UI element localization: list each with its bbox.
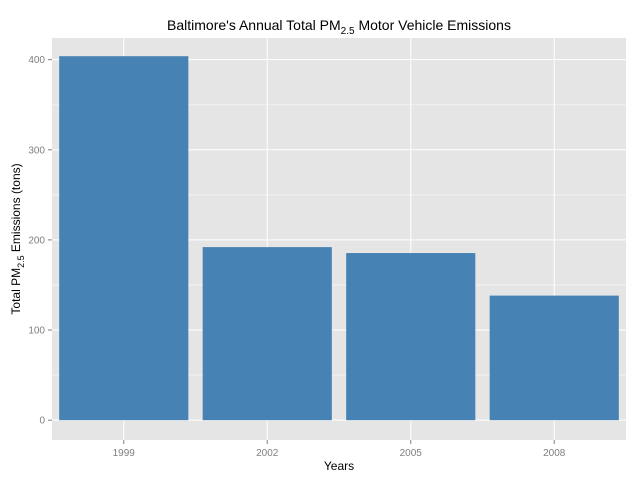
y-tick-label-4: 400 [28,55,45,66]
bar-2005 [346,253,476,421]
y-axis-title-sub: 2.5 [16,255,26,268]
x-tick-label-3: 2008 [543,448,566,459]
y-tick-label-3: 300 [28,145,45,156]
chart-title-pre: Baltimore's Annual Total PM [167,17,341,33]
chart-title-sub: 2.5 [341,26,355,37]
y-axis-ticks: 0 100 200 300 400 [28,55,52,427]
y-axis-title-post: Emissions (tons) [9,163,23,255]
y-axis-title: Total PM2.5 Emissions (tons) [9,163,26,314]
bars [59,56,619,421]
y-axis-title-pre: Total PM [9,268,23,315]
bar-1999 [59,56,189,421]
y-tick-label-0: 0 [39,416,45,427]
y-tick-label-2: 200 [28,235,45,246]
x-tick-label-1: 2002 [256,448,279,459]
x-tick-label-0: 1999 [113,448,136,459]
chart-title: Baltimore's Annual Total PM2.5 Motor Veh… [167,17,511,37]
x-axis-ticks: 1999 2002 2005 2008 [113,440,566,459]
y-tick-label-1: 100 [28,326,45,337]
x-tick-label-2: 2005 [400,448,423,459]
chart-title-post: Motor Vehicle Emissions [355,17,511,33]
bar-2002 [202,247,332,421]
bar-2008 [489,295,619,421]
x-axis-title: Years [324,459,354,473]
